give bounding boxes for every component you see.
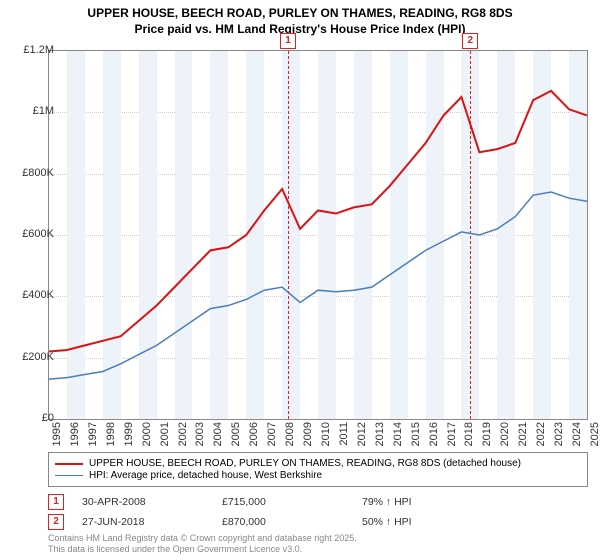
y-axis-tick-label: £1.2M <box>10 44 54 56</box>
x-axis-tick-label: 2022 <box>535 422 547 452</box>
annotation-row-2: 2 27-JUN-2018 £870,000 50% ↑ HPI <box>48 514 588 530</box>
x-axis-tick-label: 2007 <box>266 422 278 452</box>
x-axis-tick-label: 1998 <box>105 422 117 452</box>
annotation-marker-1: 1 <box>48 494 64 510</box>
x-axis-tick-label: 2001 <box>159 422 171 452</box>
x-axis-tick-label: 2009 <box>302 422 314 452</box>
x-axis-tick-label: 2004 <box>212 422 224 452</box>
x-axis-tick-label: 2008 <box>284 422 296 452</box>
y-axis-tick-label: £0 <box>10 412 54 424</box>
x-axis-tick-label: 2025 <box>589 422 600 452</box>
x-axis-tick-label: 2015 <box>410 422 422 452</box>
attribution-line-1: Contains HM Land Registry data © Crown c… <box>48 533 357 545</box>
x-axis-tick-label: 2014 <box>392 422 404 452</box>
title-line-2: Price paid vs. HM Land Registry's House … <box>0 22 600 38</box>
x-axis-tick-label: 2011 <box>338 422 350 452</box>
x-axis-tick-label: 1997 <box>87 422 99 452</box>
x-axis-tick-label: 2013 <box>374 422 386 452</box>
chart-plot-area: 12 <box>48 50 588 420</box>
legend-swatch-hpi <box>55 475 83 476</box>
x-axis-tick-label: 2023 <box>553 422 565 452</box>
y-axis-tick-label: £600K <box>10 228 54 240</box>
x-axis-tick-label: 2005 <box>230 422 242 452</box>
x-axis-tick-label: 2006 <box>248 422 260 452</box>
x-axis-tick-label: 2020 <box>499 422 511 452</box>
title-line-1: UPPER HOUSE, BEECH ROAD, PURLEY ON THAME… <box>0 6 600 22</box>
y-axis-tick-label: £400K <box>10 289 54 301</box>
y-axis-tick-label: £1M <box>10 105 54 117</box>
legend-label-price-paid: UPPER HOUSE, BEECH ROAD, PURLEY ON THAME… <box>89 458 521 469</box>
annotation-marker-2: 2 <box>48 514 64 530</box>
x-axis-tick-label: 1999 <box>123 422 135 452</box>
annotation-date-1: 30-APR-2008 <box>82 496 222 508</box>
legend-label-hpi: HPI: Average price, detached house, West… <box>89 470 322 481</box>
annotation-price-2: £870,000 <box>222 516 362 528</box>
legend-item-price-paid: UPPER HOUSE, BEECH ROAD, PURLEY ON THAME… <box>55 458 581 469</box>
annotation-price-1: £715,000 <box>222 496 362 508</box>
x-axis-tick-label: 2000 <box>141 422 153 452</box>
legend: UPPER HOUSE, BEECH ROAD, PURLEY ON THAME… <box>48 452 588 487</box>
annotation-date-2: 27-JUN-2018 <box>82 516 222 528</box>
chart-lines <box>49 51 587 419</box>
x-axis-tick-label: 2002 <box>177 422 189 452</box>
annotation-row-1: 1 30-APR-2008 £715,000 79% ↑ HPI <box>48 494 588 510</box>
attribution-line-2: This data is licensed under the Open Gov… <box>48 544 357 556</box>
annotation-pct-1: 79% ↑ HPI <box>362 496 502 508</box>
y-axis-tick-label: £200K <box>10 351 54 363</box>
x-axis-tick-label: 2019 <box>481 422 493 452</box>
x-axis-tick-label: 2003 <box>194 422 206 452</box>
x-axis-tick-label: 2018 <box>463 422 475 452</box>
annotation-pct-2: 50% ↑ HPI <box>362 516 502 528</box>
series-line-hpi <box>49 192 587 379</box>
x-axis-tick-label: 2017 <box>446 422 458 452</box>
x-axis-tick-label: 2024 <box>571 422 583 452</box>
price-marker-box: 1 <box>280 33 296 49</box>
x-axis-tick-label: 1996 <box>69 422 81 452</box>
series-line-price_paid <box>49 91 587 352</box>
x-axis-tick-label: 2010 <box>320 422 332 452</box>
x-axis-tick-label: 2016 <box>428 422 440 452</box>
chart-title: UPPER HOUSE, BEECH ROAD, PURLEY ON THAME… <box>0 0 600 37</box>
price-marker-box: 2 <box>462 33 478 49</box>
attribution: Contains HM Land Registry data © Crown c… <box>48 533 357 556</box>
x-axis-tick-label: 2021 <box>517 422 529 452</box>
legend-swatch-price-paid <box>55 463 83 465</box>
legend-item-hpi: HPI: Average price, detached house, West… <box>55 470 581 481</box>
x-axis-tick-label: 2012 <box>356 422 368 452</box>
y-axis-tick-label: £800K <box>10 167 54 179</box>
x-axis-tick-label: 1995 <box>51 422 63 452</box>
